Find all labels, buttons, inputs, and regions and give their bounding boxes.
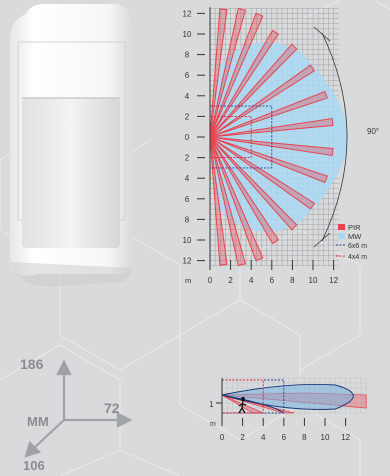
legend: PIR MW 6x6 m 4x4 m (336, 223, 367, 261)
x-tick-label: 8 (290, 276, 295, 285)
depth-dimension: 106 (23, 458, 45, 473)
y-tick-label: 12 (183, 257, 192, 266)
pir-beam (209, 117, 334, 138)
pir-beam (209, 12, 264, 138)
legend-pir-swatch (338, 224, 345, 230)
width-dimension: 72 (104, 400, 120, 416)
side-x-tick-label: 2 (240, 433, 245, 442)
side-x-tick-label: 4 (261, 433, 266, 442)
dimension-unit: MM (27, 414, 49, 429)
y-tick-label: 8 (185, 51, 190, 60)
pir-beam (209, 29, 280, 138)
side-chart-axes (216, 378, 347, 426)
pir-beam (209, 43, 298, 138)
y-tick-label: 2 (185, 112, 190, 121)
pir-beam (209, 136, 280, 245)
pir-beam (209, 8, 228, 138)
top-chart-axes (197, 7, 335, 270)
angle-label: 90° (367, 127, 379, 136)
mw-coverage-area (210, 41, 349, 233)
top-chart-x-unit: m (185, 276, 191, 285)
x-tick-label: 10 (309, 276, 318, 285)
top-chart-y-tick-labels: 12 10 8 6 4 2 0 2 4 6 8 10 12 (183, 9, 192, 265)
pir-beam (209, 90, 328, 138)
side-chart-x-unit: m (210, 421, 216, 428)
legend-6x6-label: 6x6 m (348, 243, 367, 250)
arc-tick (313, 232, 331, 248)
width-arrow-icon (116, 412, 133, 428)
mw-side-lower (221, 394, 285, 414)
pir-beam (209, 136, 228, 266)
x-tick-label: 6 (270, 276, 275, 285)
y-tick-label: 6 (185, 71, 190, 80)
pir-beam (209, 136, 328, 184)
arc-tick (313, 26, 331, 42)
depth-arrow-icon (24, 440, 42, 458)
pir-beam (209, 136, 298, 231)
y-tick-label: 4 (185, 174, 190, 183)
side-chart-y-tick: 1 (210, 400, 214, 409)
side-chart-x-tick-labels: 0 2 4 6 8 10 12 (220, 433, 351, 442)
x-tick-label: 2 (228, 276, 233, 285)
x-tick-label: 12 (329, 276, 338, 285)
angle-arc (321, 32, 348, 242)
legend-pir-label: PIR (348, 223, 361, 232)
y-tick-label: 6 (185, 195, 190, 204)
x-tick-label: 4 (249, 276, 254, 285)
y-tick-label: 10 (183, 236, 192, 245)
side-x-tick-label: 6 (282, 433, 287, 442)
y-tick-label: 2 (185, 154, 190, 163)
side-coverage-shapes (221, 379, 367, 414)
legend-mw-swatch (338, 233, 345, 239)
coverage-angle-arc (313, 26, 348, 248)
legend-4x4-label: 4x4 m (348, 254, 367, 261)
side-x-tick-label: 8 (302, 433, 307, 442)
range-6x6-rect (209, 105, 273, 169)
pir-beam (209, 136, 247, 267)
height-arrow-icon (56, 359, 72, 376)
side-x-tick-label: 0 (220, 433, 225, 442)
top-chart-x-tick-labels: 0 2 4 6 8 10 12 (208, 276, 339, 285)
coverage-side-view-chart: 1 m 0 2 4 6 8 10 12 (210, 377, 367, 442)
pir-beam (209, 136, 316, 210)
y-tick-label: 8 (185, 215, 190, 224)
height-dimension: 186 (20, 356, 44, 372)
mw-area (210, 41, 349, 233)
walking-person-icon (238, 397, 247, 414)
x-tick-label: 0 (208, 276, 213, 285)
y-tick-label: 0 (185, 133, 190, 142)
pir-beam (209, 64, 316, 138)
y-tick-label: 4 (185, 92, 190, 101)
coverage-top-view-chart: 12 10 8 6 4 2 0 2 4 6 8 10 12 0 2 4 6 8 10 12 m 90° PIR MW… (183, 7, 379, 285)
side-x-tick-label: 12 (341, 433, 350, 442)
mw-side-lobe (221, 383, 354, 410)
legend-mw-label: MW (348, 232, 362, 241)
pir-beam (209, 7, 247, 138)
dimensions-axes (24, 359, 133, 458)
detector-image (10, 4, 132, 287)
side-x-tick-label: 10 (321, 433, 330, 442)
y-tick-label: 10 (183, 30, 192, 39)
side-range-4x4 (221, 379, 264, 414)
y-tick-label: 12 (183, 9, 192, 18)
